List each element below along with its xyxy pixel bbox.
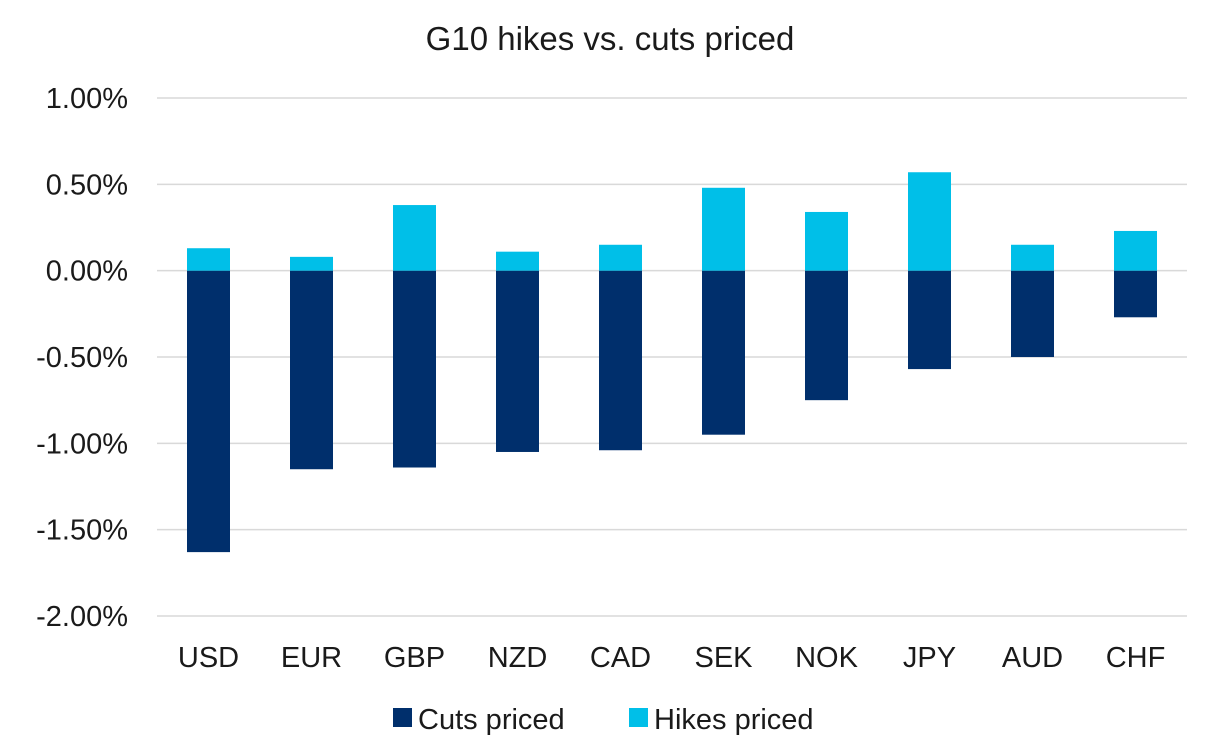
bar-hikes-aud [1011, 244, 1054, 271]
legend-label-cuts: Cuts priced [418, 704, 565, 736]
bar-cuts-jpy [908, 270, 951, 370]
bars [187, 172, 1157, 553]
y-tick-label: 0.00% [46, 256, 128, 288]
y-tick-label: -1.00% [36, 428, 128, 460]
x-tick-label: EUR [281, 642, 342, 674]
bar-hikes-nok [805, 211, 848, 271]
y-tick-label: 0.50% [46, 169, 128, 201]
y-axis-ticks: 1.00% 0.50% 0.00% -0.50% -1.00% -1.50% -2.00% [36, 83, 128, 633]
x-tick-label: SEK [694, 642, 753, 674]
y-tick-label: -1.50% [36, 515, 128, 547]
x-tick-label: NOK [795, 642, 859, 674]
y-tick-label: 1.00% [46, 83, 128, 115]
bar-hikes-jpy [908, 172, 951, 271]
y-tick-label: -0.50% [36, 342, 128, 374]
x-tick-label: NZD [488, 642, 548, 674]
x-axis-ticks: USD EUR GBP NZD CAD SEK NOK JPY AUD CHF [178, 642, 1165, 674]
bar-cuts-gbp [393, 270, 436, 468]
x-tick-label: CHF [1106, 642, 1166, 674]
bar-cuts-nzd [496, 270, 539, 452]
bar-hikes-eur [290, 256, 333, 271]
bar-hikes-cad [599, 244, 642, 271]
x-tick-label: AUD [1002, 642, 1063, 674]
y-tick-label: -2.00% [36, 601, 128, 633]
chart-title: G10 hikes vs. cuts priced [426, 20, 795, 57]
x-tick-label: CAD [590, 642, 651, 674]
legend-swatch-hikes [629, 708, 648, 727]
legend-swatch-cuts [393, 708, 412, 727]
bar-hikes-usd [187, 248, 230, 271]
bar-hikes-gbp [393, 205, 436, 271]
legend: Cuts priced Hikes priced [393, 704, 814, 736]
bar-cuts-chf [1114, 270, 1157, 318]
legend-label-hikes: Hikes priced [654, 704, 814, 736]
x-tick-label: GBP [384, 642, 445, 674]
x-tick-label: USD [178, 642, 239, 674]
x-tick-label: JPY [903, 642, 956, 674]
bar-hikes-chf [1114, 230, 1157, 271]
bar-cuts-aud [1011, 270, 1054, 357]
bar-hikes-nzd [496, 251, 539, 271]
bar-cuts-sek [702, 270, 745, 435]
bar-cuts-eur [290, 270, 333, 470]
bar-cuts-usd [187, 270, 230, 553]
bar-hikes-sek [702, 187, 745, 271]
bar-cuts-nok [805, 270, 848, 401]
bar-cuts-cad [599, 270, 642, 451]
